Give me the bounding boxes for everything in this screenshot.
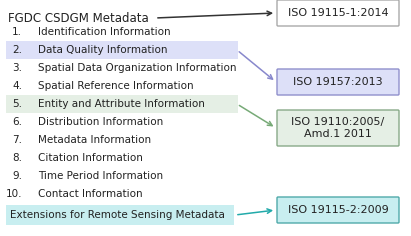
Text: Contact Information: Contact Information bbox=[38, 189, 143, 199]
Text: Identification Information: Identification Information bbox=[38, 27, 171, 37]
Text: 4.: 4. bbox=[12, 81, 22, 91]
Text: Entity and Attribute Information: Entity and Attribute Information bbox=[38, 99, 205, 109]
Text: 6.: 6. bbox=[12, 117, 22, 127]
Text: ISO 19157:2013: ISO 19157:2013 bbox=[293, 77, 383, 87]
Bar bbox=[6, 205, 234, 225]
FancyArrowPatch shape bbox=[158, 11, 272, 18]
FancyBboxPatch shape bbox=[277, 0, 399, 26]
Text: Data Quality Information: Data Quality Information bbox=[38, 45, 168, 55]
Text: 10.: 10. bbox=[5, 189, 22, 199]
Text: Metadata Information: Metadata Information bbox=[38, 135, 151, 145]
FancyBboxPatch shape bbox=[277, 110, 399, 146]
Text: FGDC CSDGM Metadata: FGDC CSDGM Metadata bbox=[8, 12, 149, 25]
FancyArrowPatch shape bbox=[239, 52, 272, 79]
FancyArrowPatch shape bbox=[238, 209, 272, 215]
FancyArrowPatch shape bbox=[239, 105, 272, 126]
Text: 3.: 3. bbox=[12, 63, 22, 73]
Text: Extensions for Remote Sensing Metadata: Extensions for Remote Sensing Metadata bbox=[10, 210, 225, 220]
Text: ISO 19115-2:2009: ISO 19115-2:2009 bbox=[288, 205, 388, 215]
Text: 7.: 7. bbox=[12, 135, 22, 145]
Bar bbox=[6, 41, 238, 59]
Bar bbox=[6, 95, 238, 113]
Text: 5.: 5. bbox=[12, 99, 22, 109]
Text: Spatial Data Organization Information: Spatial Data Organization Information bbox=[38, 63, 236, 73]
Text: ISO 19110:2005/
Amd.1 2011: ISO 19110:2005/ Amd.1 2011 bbox=[291, 117, 385, 139]
Text: Distribution Information: Distribution Information bbox=[38, 117, 163, 127]
Text: 1.: 1. bbox=[12, 27, 22, 37]
Text: ISO 19115-1:2014: ISO 19115-1:2014 bbox=[288, 8, 388, 18]
Text: Citation Information: Citation Information bbox=[38, 153, 143, 163]
Text: Spatial Reference Information: Spatial Reference Information bbox=[38, 81, 194, 91]
Text: 8.: 8. bbox=[12, 153, 22, 163]
Text: 9.: 9. bbox=[12, 171, 22, 181]
Text: 2.: 2. bbox=[12, 45, 22, 55]
FancyBboxPatch shape bbox=[277, 69, 399, 95]
FancyBboxPatch shape bbox=[277, 197, 399, 223]
Text: Time Period Information: Time Period Information bbox=[38, 171, 163, 181]
